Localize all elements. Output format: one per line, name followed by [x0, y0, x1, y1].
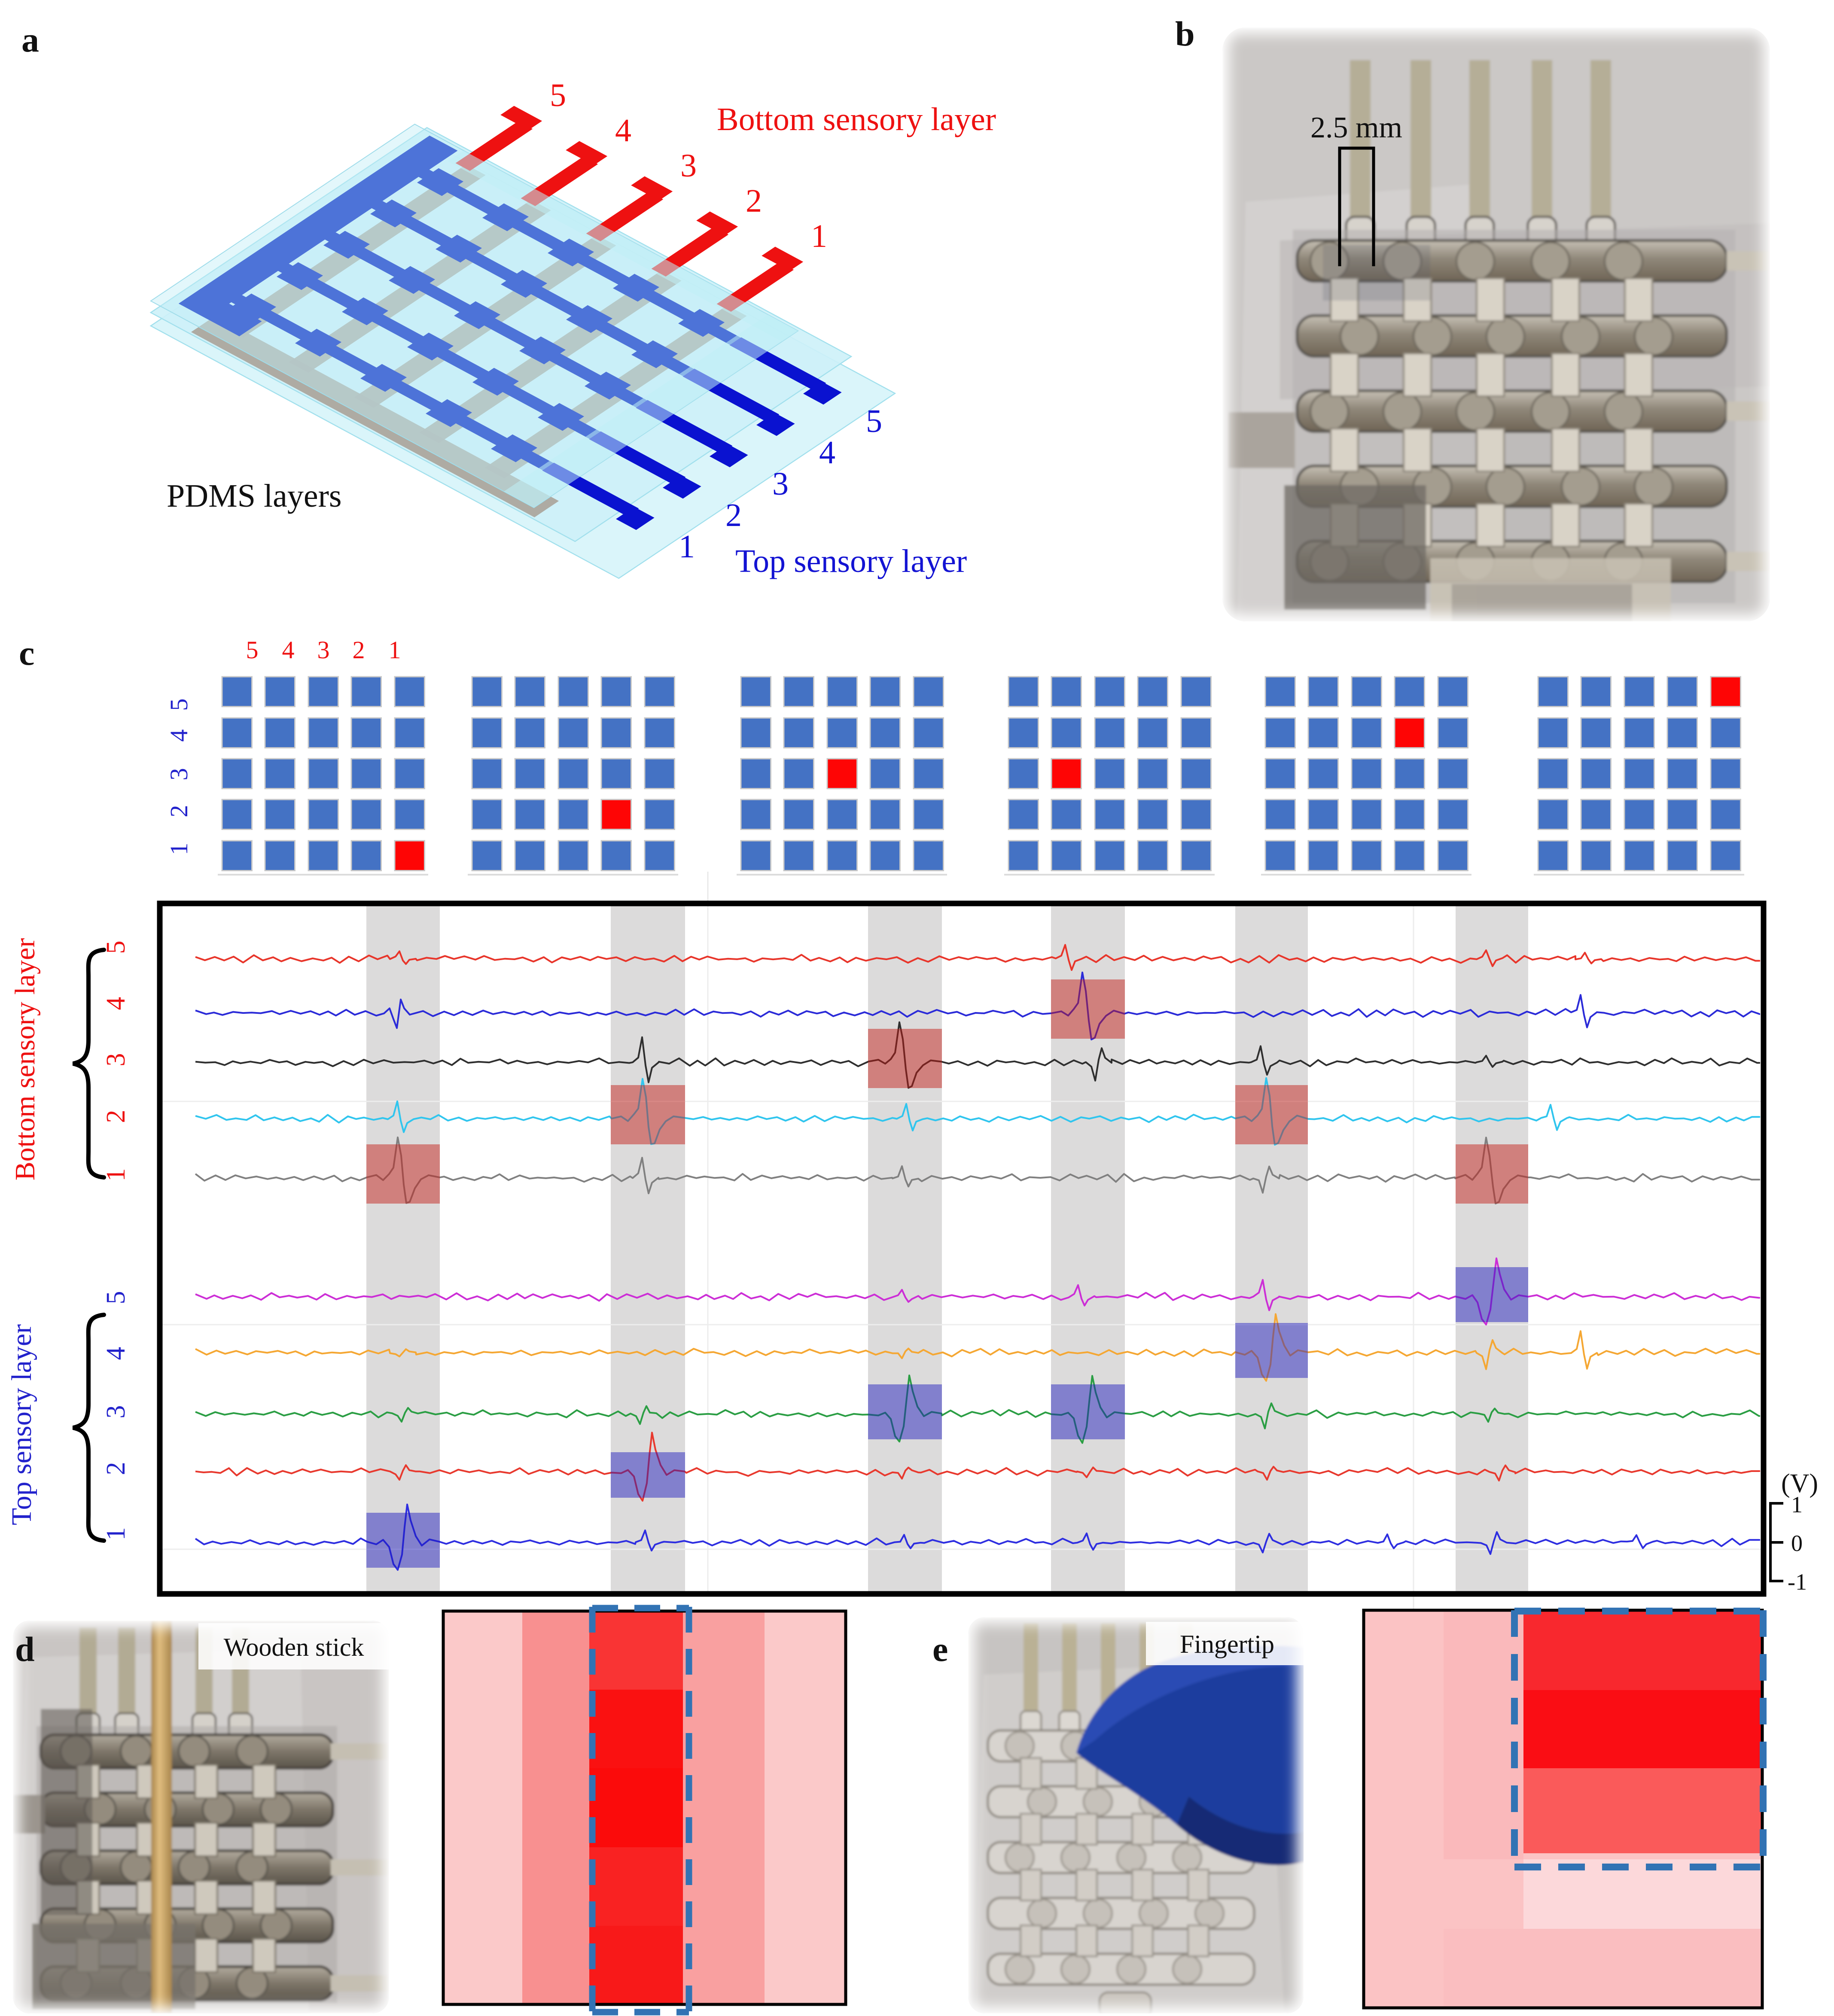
svg-text:Fingertip: Fingertip [1180, 1630, 1274, 1658]
svg-text:4: 4 [282, 636, 295, 664]
svg-text:2: 2 [353, 636, 365, 664]
svg-text:1: 1 [101, 1527, 131, 1541]
svg-text:3: 3 [101, 1405, 131, 1419]
svg-text:3: 3 [772, 466, 789, 502]
svg-text:5: 5 [866, 403, 882, 439]
svg-text:-1: -1 [1788, 1569, 1807, 1595]
svg-text:3: 3 [317, 636, 330, 664]
svg-text:5: 5 [101, 941, 131, 954]
svg-text:4: 4 [819, 435, 835, 471]
svg-text:4: 4 [165, 730, 193, 742]
svg-text:2: 2 [101, 1110, 131, 1123]
svg-text:a: a [21, 20, 39, 59]
svg-text:(V): (V) [1781, 1469, 1818, 1498]
svg-text:3: 3 [165, 768, 193, 781]
svg-text:2.5 mm: 2.5 mm [1310, 111, 1402, 144]
svg-text:2: 2 [746, 183, 762, 219]
svg-text:1: 1 [811, 218, 827, 254]
svg-text:1: 1 [165, 843, 193, 855]
svg-text:0: 0 [1791, 1530, 1803, 1556]
svg-text:4: 4 [615, 113, 631, 149]
svg-text:5: 5 [165, 699, 193, 711]
svg-text:Bottom sensory layer: Bottom sensory layer [9, 938, 41, 1181]
svg-text:2: 2 [101, 1462, 131, 1475]
svg-text:e: e [932, 1630, 948, 1669]
svg-text:1: 1 [1791, 1492, 1803, 1517]
svg-text:1: 1 [389, 636, 401, 664]
svg-text:c: c [19, 633, 34, 672]
svg-text:5: 5 [101, 1291, 131, 1304]
svg-text:5: 5 [246, 636, 259, 664]
svg-text:d: d [15, 1630, 35, 1669]
svg-text:Bottom sensory layer: Bottom sensory layer [717, 101, 996, 137]
svg-text:2: 2 [725, 497, 742, 533]
svg-text:1: 1 [679, 529, 695, 565]
svg-text:Wooden stick: Wooden stick [224, 1633, 364, 1661]
svg-text:3: 3 [680, 148, 697, 184]
svg-text:4: 4 [101, 1347, 131, 1360]
svg-text:5: 5 [550, 77, 566, 113]
svg-text:PDMS layers: PDMS layers [167, 478, 341, 514]
svg-text:1: 1 [101, 1168, 131, 1182]
svg-text:Top sensory layer: Top sensory layer [735, 543, 967, 579]
svg-text:4: 4 [101, 997, 131, 1010]
svg-text:2: 2 [165, 805, 193, 818]
svg-text:3: 3 [101, 1053, 131, 1067]
svg-text:b: b [1175, 14, 1195, 53]
svg-text:Top sensory layer: Top sensory layer [6, 1324, 37, 1525]
